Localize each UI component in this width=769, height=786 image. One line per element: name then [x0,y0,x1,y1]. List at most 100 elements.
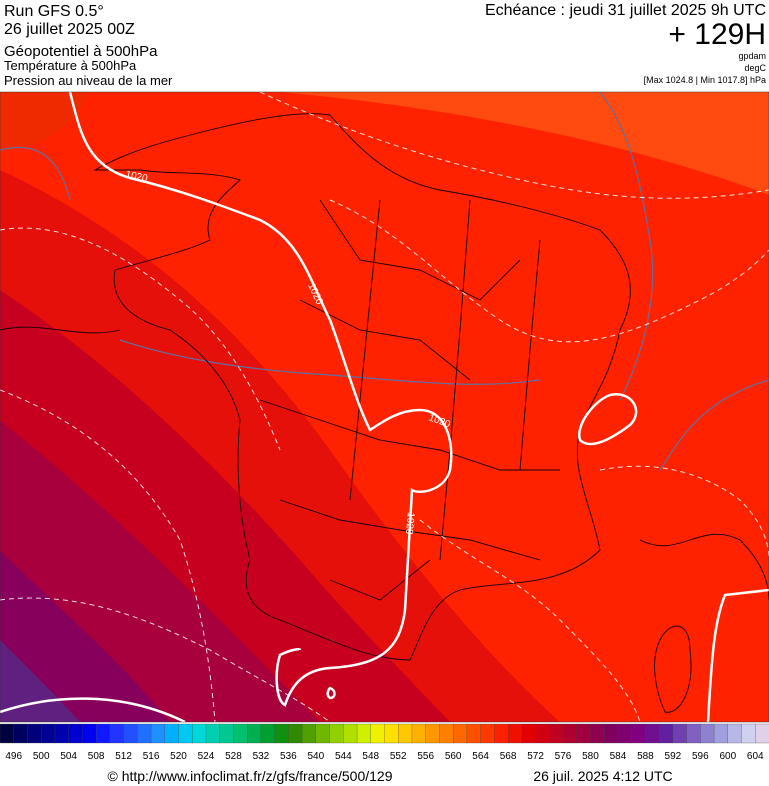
colorbar-cell [41,723,56,744]
contour-label: 1020 [124,169,148,184]
isobar [326,686,336,700]
colorbar-cell [137,723,152,744]
colorbar-cell [164,723,179,744]
colorbar-label: 512 [115,751,132,762]
source-url: © http://www.infoclimat.fr/z/gfs/france/… [108,768,393,784]
run-date: 26 juillet 2025 00Z [4,21,135,38]
colorbar-cell [370,723,385,744]
colorbar-cell [604,723,619,744]
colorbar-cell [576,723,591,744]
field-pressure: Pression au niveau de la mer [4,73,173,88]
colorbar-cell [727,723,742,744]
colorbar-cell [288,723,303,744]
field-temp: Température à 500hPa [4,58,137,73]
colorbar-cell [549,723,564,744]
colorbar-cell [398,723,413,744]
corsica [654,625,692,713]
colorbar-cell [356,723,372,744]
colorbar-label: 524 [198,751,215,762]
colorbar-label: 568 [500,751,517,762]
colorbar-cell [13,723,28,744]
isotherm [0,389,216,722]
colorbar-cell [494,723,509,744]
isobar [577,392,638,446]
colorbar-cell [562,723,578,744]
colorbar-cell [658,723,674,744]
colorbar-cell [150,723,166,744]
colorbar-label: 500 [33,751,50,762]
colorbar-label: 588 [637,751,654,762]
colorbar-label: 560 [445,751,462,762]
colorbar-label: 536 [280,751,297,762]
colorbar-label: 540 [307,751,324,762]
colorbar-label: 600 [719,751,736,762]
colorbar-cell [535,723,550,744]
colorbar-cell [260,723,276,744]
colorbar-label: 552 [390,751,407,762]
colorbar-label: 496 [5,751,22,762]
isobar [706,588,769,722]
colorbar-cell [439,723,454,744]
colorbar-label: 544 [335,751,352,762]
colorbar-cell [343,723,358,744]
colorbar-cell [178,723,193,744]
isotherm [419,519,641,722]
colorbar-cell [109,723,125,744]
colorbar-cell [123,723,138,744]
colorbar-label: 548 [362,751,379,762]
colorbar-label: 580 [582,751,599,762]
colorbar-cell [755,723,769,744]
colorbar-label: 564 [472,751,489,762]
geopotential-line [0,92,769,471]
colorbar-cell [700,723,715,744]
colorbar-label: 576 [555,751,572,762]
colorbar-label: 520 [170,751,187,762]
colorbar-label: 584 [610,751,627,762]
map-frame [0,91,769,723]
isobar [0,697,186,722]
isobar [68,92,453,707]
colorbar-cell [686,723,701,744]
field-fill [280,92,769,195]
colorbar-cell [617,723,633,744]
field-main: Géopotentiel à 500hPa [4,43,158,60]
colorbar-cell [384,723,399,744]
colorbar-cell [274,723,289,744]
colorbar-cell [54,723,70,744]
colorbar-cell [741,723,756,744]
colorbar-cell [425,723,440,744]
colorbar-cell [301,723,317,744]
map: 1020 1020 1020 1020 [0,92,769,722]
colorbar-label: 596 [692,751,709,762]
colorbar-cell [453,723,468,744]
colorbar-cell [68,723,83,744]
pressure-range: [Max 1024.8 | Min 1017.8] hPa [644,75,766,85]
colorbar-label: 556 [417,751,434,762]
contour-label: 1020 [403,512,416,536]
field-fill [0,640,80,722]
coastline [93,113,631,661]
colorbar-cell [82,723,97,744]
isotherm [259,92,769,199]
colorbar-cell [219,723,234,744]
colorbar-label: 504 [60,751,77,762]
colorbar-cell [192,723,207,744]
colorbar-label: 508 [88,751,105,762]
colorbar-label: 528 [225,751,242,762]
unit-geopotential: gpdam [738,51,766,61]
isotherm [0,597,331,722]
colorbar-cell [672,723,688,744]
colorbar-label: 532 [253,751,270,762]
colorbar-cell [466,723,482,744]
colorbar-label: 572 [527,751,544,762]
colorbar-cell [247,723,262,744]
colorbar-cell [713,723,729,744]
isotherm [0,227,281,451]
colorbar-cell [0,723,15,744]
colorbar-cell [205,723,221,744]
field-fill [0,92,90,150]
field-fill [0,550,170,722]
colorbar-cell [507,723,523,744]
